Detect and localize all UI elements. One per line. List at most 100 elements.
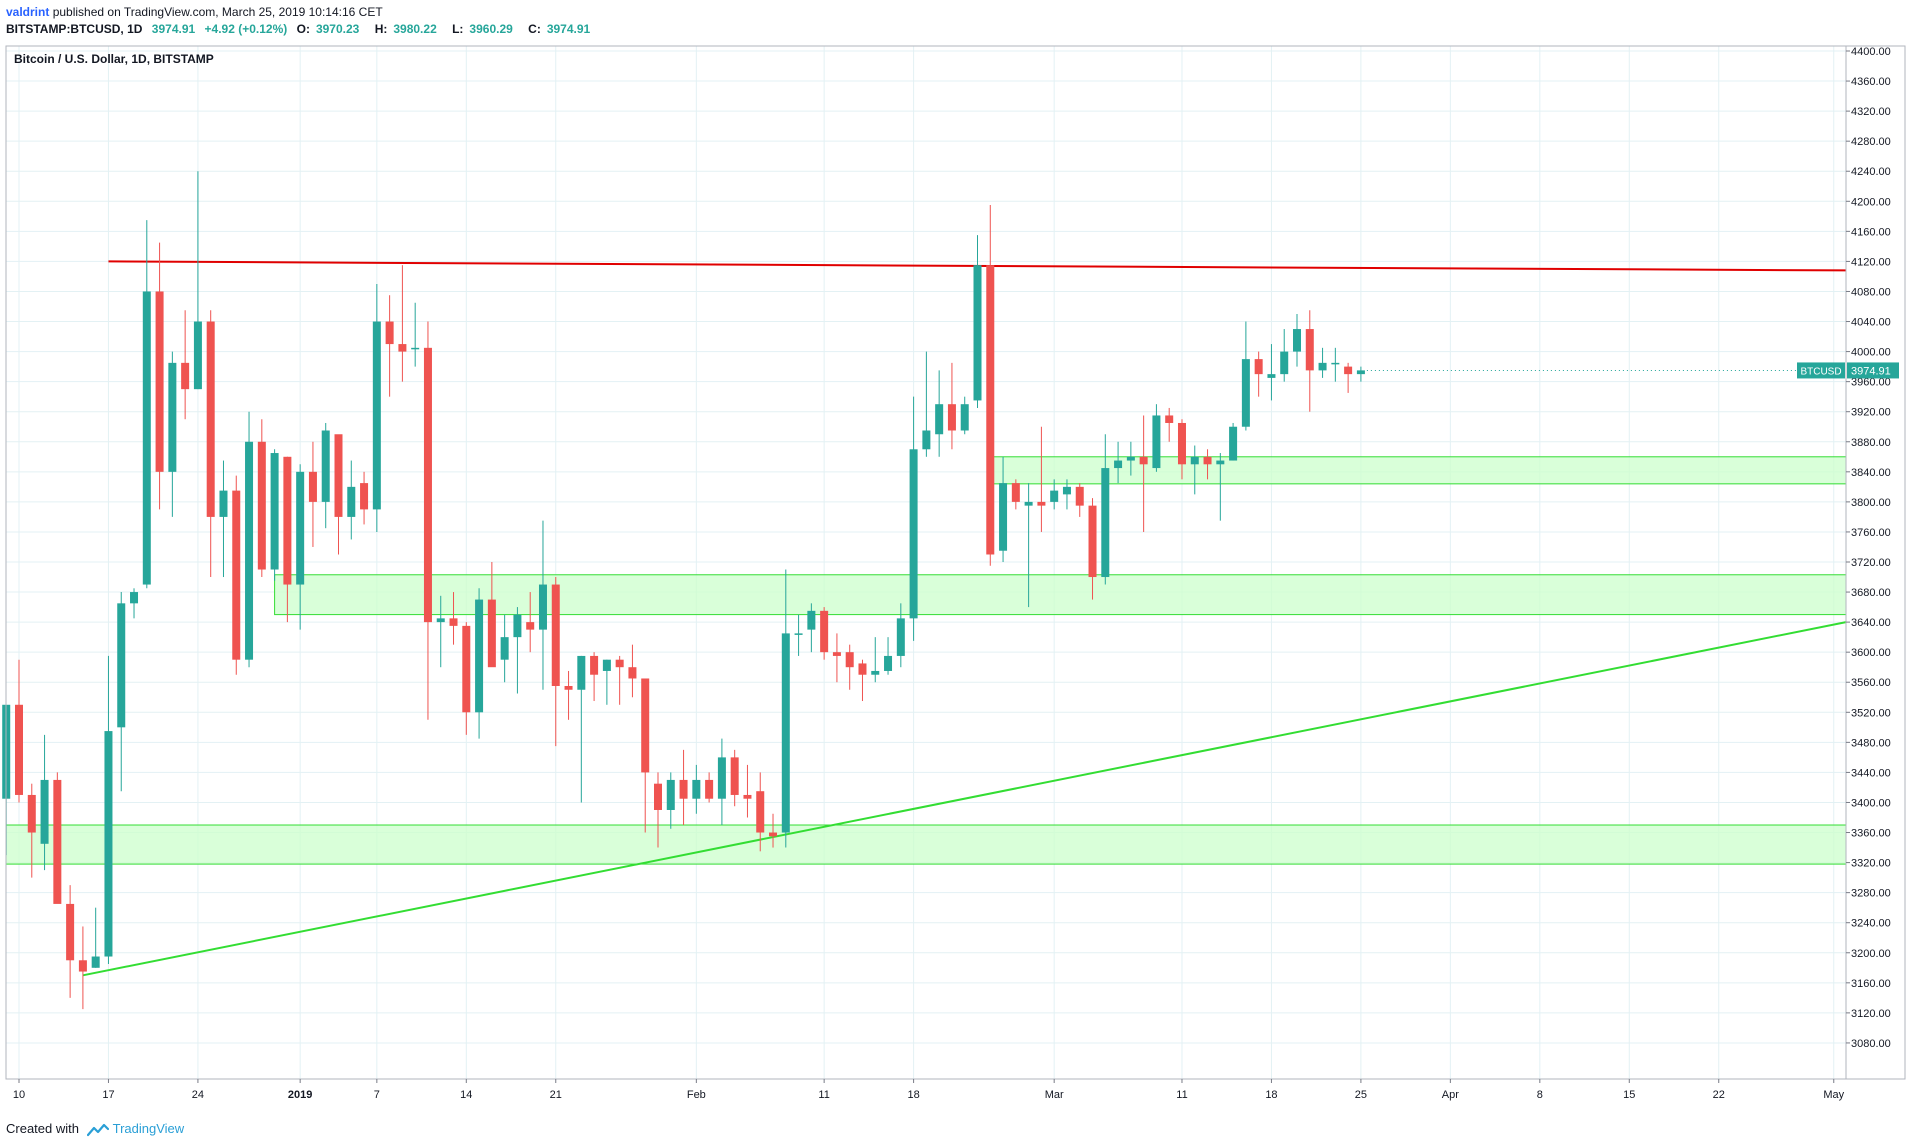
candle [1062,479,1071,510]
candle [1088,498,1097,600]
candle [743,764,752,818]
price-tag-bg [1847,362,1899,379]
candle [935,370,944,457]
candle [334,434,343,555]
candle [1152,404,1161,472]
candle-body [219,490,228,517]
y-tick-label: 3880.00 [1851,437,1891,449]
candle-body [500,637,509,660]
publish-info: valdrint published on TradingView.com, M… [6,5,383,19]
candle [922,351,931,457]
candle [1216,453,1225,521]
candle-body [1126,456,1135,461]
candle [1024,483,1033,608]
last-price: 3974.91 [151,22,196,36]
candle-body [871,670,880,675]
candle [1075,483,1084,517]
candle-body [615,659,624,668]
candle [538,520,547,690]
candle [1114,441,1123,484]
candle [756,772,765,852]
y-tick-label: 3600.00 [1851,647,1891,659]
grid [6,46,1846,1079]
candle [551,577,560,747]
candle-body [193,321,202,390]
candle [602,659,611,705]
open-label: O: [296,22,310,36]
y-tick-label: 3080.00 [1851,1038,1891,1050]
candle [705,772,714,803]
y-tick-label: 4080.00 [1851,286,1891,298]
y-tick-label: 3360.00 [1851,828,1891,840]
footer: Created with TradingView [6,1121,184,1137]
candle-body [436,618,445,623]
candle-body [1165,415,1174,423]
high-label: H: [374,22,388,36]
candle [947,362,956,450]
candle-body [1229,426,1238,461]
candle [423,321,432,720]
x-tick-label: 17 [102,1089,114,1101]
x-tick-label: 24 [192,1089,204,1101]
candle-body [666,779,675,810]
candle [1177,419,1186,480]
candle [398,265,407,382]
candle [308,441,317,547]
y-tick-label: 3480.00 [1851,737,1891,749]
candle [206,310,215,578]
candle [104,655,113,965]
candle-body [807,610,816,630]
candle [385,295,394,397]
candle-body [845,652,854,668]
candle [40,734,49,871]
candle-body [1331,362,1340,365]
y-tick-label: 3440.00 [1851,767,1891,779]
y-tick-label: 4320.00 [1851,106,1891,118]
candle-body [155,291,164,472]
candle-body [794,633,803,635]
y-tick-label: 4280.00 [1851,136,1891,148]
candle-body [1254,359,1263,375]
y-tick-label: 4120.00 [1851,256,1891,268]
candle-body [1101,468,1110,578]
x-tick-label: 7 [374,1089,380,1101]
candle [1126,441,1135,476]
candle [449,592,458,645]
x-tick-label: May [1823,1089,1844,1101]
candle [1305,310,1314,412]
candle-body [654,783,662,810]
y-tick-label: 3320.00 [1851,858,1891,870]
candle [794,614,803,656]
candle [462,622,471,735]
y-tick-label: 4160.00 [1851,226,1891,238]
candle-body [411,347,420,350]
x-tick-label: 10 [13,1089,25,1101]
x-tick-label: 22 [1713,1089,1725,1101]
x-tick-label: Mar [1045,1089,1064,1101]
candle [232,475,241,675]
ohlc-legend: BITSTAMP:BTCUSD, 1D 3974.91 +4.92 (+0.12… [6,22,602,36]
candle [960,396,969,435]
tradingview-brand[interactable]: TradingView [112,1121,185,1136]
candle [1190,445,1199,495]
close-label: C: [528,22,541,36]
candle-body [705,779,714,799]
header-bar: valdrint published on TradingView.com, M… [0,0,1909,46]
candle [321,422,330,529]
price-axis[interactable]: 4400.00 4360.00 4320.00 4280.00 4240.00 4200.… [1846,46,1891,1050]
candle-body [1139,456,1148,465]
candle [372,283,381,532]
candle-body [1011,483,1020,502]
time-axis[interactable]: 10 17 24 2019 7 14 21 Feb 11 18 Mar 11 18 25 Apr 8 15 22 M… [13,1079,1845,1101]
support-zone [5,824,1847,865]
price-tag-value: 3974.91 [1851,365,1891,377]
author-link[interactable]: valdrint [6,5,50,19]
candle-body [1190,456,1199,465]
tradingview-logo-icon [86,1123,109,1136]
candle-body [1152,415,1161,469]
candle-body [641,678,650,773]
candle-body [206,321,215,517]
candle-body [1267,374,1276,378]
candle [781,569,790,848]
